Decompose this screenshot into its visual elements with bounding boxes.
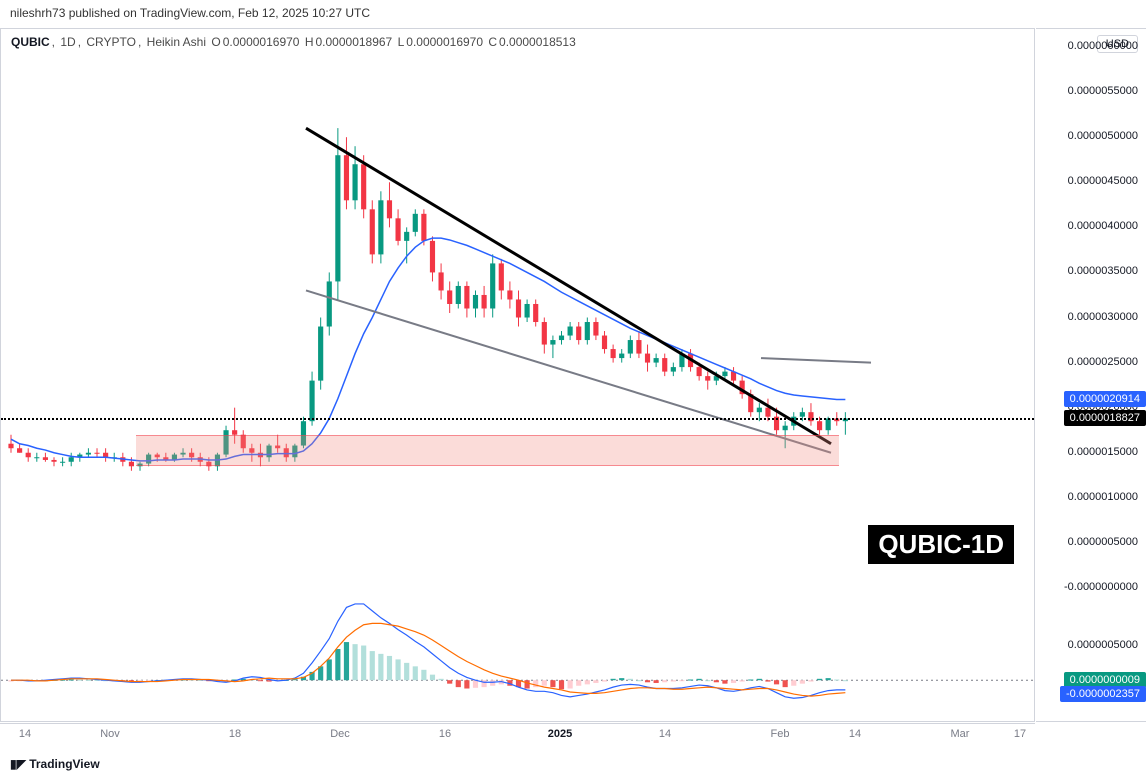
- x-tick: 14: [19, 728, 31, 740]
- ticker-info: QUBIC, 1D, CRYPTO, Heikin Ashi O0.000001…: [11, 35, 578, 49]
- x-tick: Mar: [951, 728, 970, 740]
- support-zone: [136, 435, 839, 467]
- tv-icon: ▮◤: [10, 757, 26, 771]
- y-tick: 0.0000040000: [1068, 220, 1138, 232]
- price-tag-ma: 0.0000020914: [1064, 391, 1146, 407]
- y-axis: USD 0.00000600000.00000550000.0000050000…: [1036, 28, 1146, 722]
- footer-brand: ▮◤ TradingView: [10, 757, 100, 771]
- footer-text: TradingView: [29, 757, 99, 771]
- l-label: L: [398, 35, 405, 49]
- price-tag-current: 0.0000018827: [1064, 410, 1146, 426]
- l-value: 0.0000016970: [406, 35, 483, 49]
- y-tick: 0.0000050000: [1068, 130, 1138, 142]
- c-label: C: [488, 35, 497, 49]
- x-tick: 16: [439, 728, 451, 740]
- y-tick: 0.0000045000: [1068, 175, 1138, 187]
- y-tick: 0.0000055000: [1068, 85, 1138, 97]
- x-axis: 14 Nov 18 Dec 16 2025 14 Feb 14 Mar 17: [0, 723, 1035, 745]
- h-value: 0.0000018967: [315, 35, 392, 49]
- c-value: 0.0000018513: [499, 35, 576, 49]
- y-tick: -0.0000000000: [1064, 581, 1138, 593]
- x-tick: 17: [1014, 728, 1026, 740]
- macd-signal-tag: -0.0000002357: [1060, 686, 1146, 702]
- chart-container[interactable]: QUBIC, 1D, CRYPTO, Heikin Ashi O0.000001…: [0, 28, 1035, 722]
- y-tick: 0.0000030000: [1068, 311, 1138, 323]
- y-tick: 0.0000015000: [1068, 446, 1138, 458]
- x-tick: Feb: [771, 728, 790, 740]
- publish-header: nileshrh73 published on TradingView.com,…: [0, 0, 1146, 26]
- o-value: 0.0000016970: [223, 35, 300, 49]
- x-tick: Dec: [330, 728, 350, 740]
- x-tick: 2025: [548, 728, 572, 740]
- y-tick: 0.0000010000: [1068, 491, 1138, 503]
- y-tick: 0.0000025000: [1068, 356, 1138, 368]
- price-line: [1, 418, 1034, 420]
- style: Heikin Ashi: [147, 35, 206, 49]
- x-tick: 18: [229, 728, 241, 740]
- macd-chart[interactable]: [1, 597, 1036, 701]
- h-label: H: [305, 35, 314, 49]
- symbol: QUBIC: [11, 35, 50, 49]
- macd-ytick: 0.0000005000: [1068, 639, 1138, 651]
- x-tick: 14: [849, 728, 861, 740]
- y-tick: 0.0000005000: [1068, 536, 1138, 548]
- y-tick: 0.0000060000: [1068, 40, 1138, 52]
- x-tick: 14: [659, 728, 671, 740]
- chart-watermark: QUBIC-1D: [868, 525, 1014, 564]
- x-tick: Nov: [100, 728, 120, 740]
- o-label: O: [211, 35, 220, 49]
- y-tick: 0.0000035000: [1068, 265, 1138, 277]
- interval: 1D: [60, 35, 75, 49]
- market: CRYPTO: [86, 35, 136, 49]
- main-chart[interactable]: [1, 29, 1036, 597]
